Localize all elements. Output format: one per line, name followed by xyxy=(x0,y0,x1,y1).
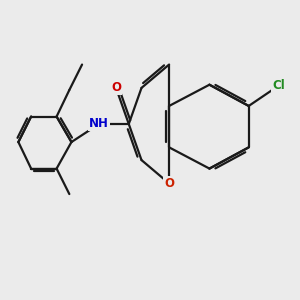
Text: O: O xyxy=(111,81,121,94)
Text: O: O xyxy=(164,177,174,190)
Text: NH: NH xyxy=(89,118,109,130)
Text: Cl: Cl xyxy=(272,79,285,92)
